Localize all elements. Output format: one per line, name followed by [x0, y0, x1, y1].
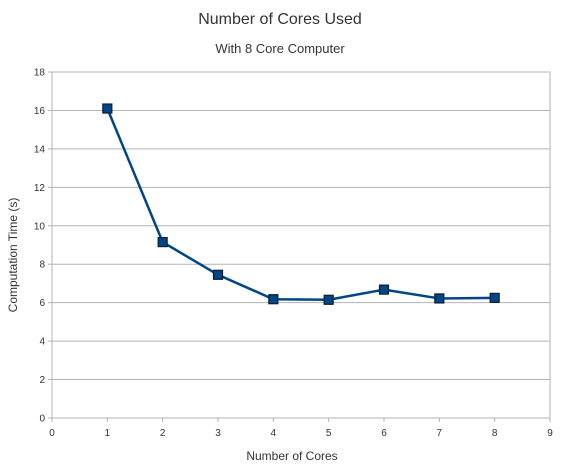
y-tick-label: 2 [39, 375, 45, 386]
x-tick-label: 9 [547, 428, 553, 439]
data-point [378, 284, 390, 295]
x-tick-label: 1 [105, 428, 111, 439]
y-tick-label: 4 [39, 337, 45, 348]
data-point [157, 237, 168, 248]
data-point [323, 294, 334, 305]
y-axis-ticks: 0 2 4 6 8 10 12 14 16 18 [34, 68, 52, 425]
plot-frame [51, 71, 551, 419]
y-tick-label: 12 [34, 183, 46, 194]
y-tick-label: 10 [34, 221, 46, 232]
x-tick-label: 5 [326, 428, 332, 439]
data-point [489, 292, 500, 303]
x-axis-ticks: 0 1 2 3 4 5 6 7 8 9 [49, 418, 553, 439]
x-tick-label: 4 [271, 428, 277, 439]
data-point [268, 294, 279, 305]
y-tick-label: 8 [39, 260, 45, 271]
series-layer [102, 103, 500, 305]
data-point [434, 293, 445, 304]
x-axis-label: Number of Cores [246, 449, 337, 463]
x-tick-label: 8 [492, 428, 498, 439]
y-tick-label: 6 [39, 298, 45, 309]
chart-title: Number of Cores Used [198, 11, 362, 28]
series-line [106, 108, 495, 302]
y-tick-label: 18 [34, 68, 46, 79]
x-tick-label: 3 [215, 428, 221, 439]
x-tick-label: 6 [381, 428, 387, 439]
y-tick-label: 14 [34, 144, 46, 155]
data-point [212, 269, 224, 280]
y-tick-label: 16 [34, 106, 46, 117]
x-tick-label: 0 [49, 428, 55, 439]
x-tick-label: 2 [160, 428, 166, 439]
data-point [102, 103, 113, 114]
y-axis-label: Computation Time (s) [6, 198, 20, 313]
x-tick-label: 7 [437, 428, 443, 439]
chart-subtitle: With 8 Core Computer [215, 41, 345, 56]
grid-lines [52, 71, 550, 419]
y-tick-label: 0 [39, 414, 45, 425]
